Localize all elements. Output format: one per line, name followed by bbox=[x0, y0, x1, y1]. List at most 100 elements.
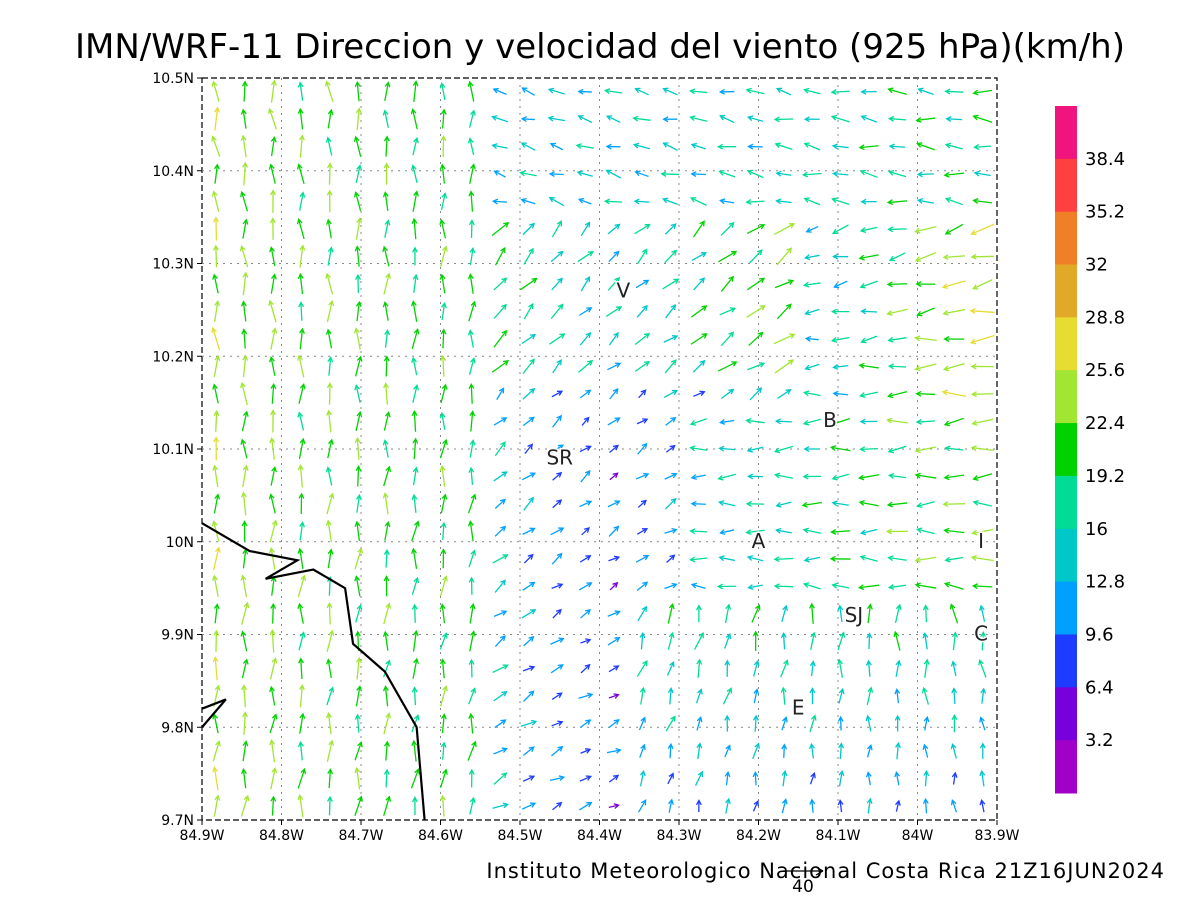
wind-vector bbox=[752, 659, 760, 677]
wind-vector-shaft bbox=[924, 659, 928, 678]
wind-vector bbox=[325, 466, 333, 486]
wind-vector-head bbox=[528, 416, 535, 423]
wind-vector-head bbox=[328, 299, 335, 307]
wind-vector-head bbox=[859, 392, 866, 398]
wind-vector-head bbox=[242, 410, 249, 417]
wind-vector bbox=[269, 657, 278, 680]
wind-vector bbox=[468, 190, 475, 212]
wind-vector bbox=[941, 280, 966, 290]
wind-vector-head bbox=[239, 245, 246, 252]
wind-vector-head bbox=[971, 419, 978, 426]
wind-vector-head bbox=[502, 360, 510, 366]
wind-vector bbox=[579, 307, 593, 316]
wind-vector-shaft bbox=[522, 388, 535, 400]
wind-vector-head bbox=[468, 658, 475, 665]
wind-vector-shaft bbox=[917, 528, 935, 535]
x-tick-label: 84.7W bbox=[338, 828, 383, 844]
wind-vector-head bbox=[271, 657, 278, 664]
wind-vector-shaft bbox=[441, 274, 446, 294]
wind-vector-head bbox=[354, 384, 361, 391]
wind-vector bbox=[326, 712, 332, 735]
wind-vector bbox=[662, 278, 680, 290]
wind-vector-head bbox=[916, 502, 923, 509]
wind-vector-head bbox=[923, 658, 930, 665]
wind-vector bbox=[383, 135, 390, 157]
place-label: V bbox=[617, 278, 631, 302]
wind-vector-head bbox=[724, 659, 731, 666]
wind-vector-head bbox=[327, 108, 334, 115]
wind-vector-shaft bbox=[243, 329, 246, 349]
wind-vector bbox=[746, 224, 766, 234]
wind-vector-head bbox=[726, 687, 733, 694]
wind-vector bbox=[667, 742, 674, 759]
wind-vector-head bbox=[753, 688, 760, 695]
wind-vector-head bbox=[804, 364, 811, 371]
wind-vector bbox=[469, 439, 476, 458]
wind-vector-shaft bbox=[832, 584, 850, 589]
wind-vector bbox=[439, 603, 446, 624]
wind-vector-shaft bbox=[241, 602, 249, 625]
wind-vector-shaft bbox=[609, 472, 618, 481]
wind-vector-head bbox=[922, 632, 929, 639]
wind-vector-shaft bbox=[271, 796, 275, 816]
wind-vector-shaft bbox=[945, 198, 963, 206]
wind-vector-head bbox=[327, 356, 334, 363]
wind-vector-head bbox=[773, 116, 780, 123]
wind-vector-head bbox=[411, 217, 418, 224]
wind-vector-shaft bbox=[214, 465, 219, 488]
wind-vector-head bbox=[324, 80, 331, 87]
wind-vector-head bbox=[501, 417, 508, 423]
wind-vector-head bbox=[529, 358, 535, 365]
wind-vector bbox=[551, 220, 563, 238]
wind-vector-head bbox=[942, 309, 949, 316]
wind-vector-shaft bbox=[663, 88, 678, 96]
wind-vector-shaft bbox=[783, 744, 785, 758]
wind-vector bbox=[548, 171, 564, 178]
wind-vector-head bbox=[672, 335, 679, 341]
wind-vector bbox=[914, 446, 937, 454]
wind-vector-head bbox=[269, 629, 276, 636]
wind-vector-head bbox=[745, 198, 752, 205]
wind-vector-head bbox=[944, 88, 951, 95]
wind-vector-shaft bbox=[774, 557, 794, 560]
y-tick-label: 9.8N bbox=[161, 720, 194, 736]
wind-vector-shaft bbox=[608, 774, 619, 783]
wind-vector-head bbox=[501, 329, 508, 336]
wind-vector bbox=[327, 108, 334, 129]
wind-vector-shaft bbox=[355, 412, 361, 431]
wind-vector-head bbox=[413, 384, 419, 391]
wind-vector-shaft bbox=[781, 605, 787, 622]
wind-vector-head bbox=[214, 300, 221, 307]
wind-vector-head bbox=[353, 135, 360, 142]
wind-vector bbox=[636, 528, 649, 535]
wind-vector-head bbox=[775, 198, 782, 205]
wind-vector-shaft bbox=[356, 658, 360, 680]
wind-vector bbox=[298, 631, 306, 651]
wind-vector-shaft bbox=[972, 279, 993, 290]
wind-vector-head bbox=[803, 197, 810, 203]
wind-vector-head bbox=[885, 528, 893, 535]
wind-vector-shaft bbox=[580, 276, 591, 292]
wind-vector-head bbox=[469, 109, 476, 116]
wind-vector-head bbox=[887, 555, 894, 562]
wind-vector-head bbox=[640, 499, 647, 506]
wind-vector-head bbox=[671, 527, 678, 534]
wind-vector bbox=[580, 469, 591, 483]
wind-vector-head bbox=[690, 500, 697, 507]
wind-vector-head bbox=[943, 527, 950, 534]
wind-vector bbox=[493, 303, 507, 319]
wind-vector-head bbox=[731, 250, 738, 257]
wind-vector-shaft bbox=[803, 172, 822, 176]
wind-vector-shaft bbox=[861, 310, 877, 313]
wind-vector-head bbox=[949, 603, 956, 610]
wind-vector-head bbox=[753, 799, 759, 807]
wind-vector bbox=[972, 198, 993, 204]
wind-vector bbox=[635, 279, 650, 289]
wind-vector bbox=[492, 87, 507, 95]
wind-vector bbox=[547, 115, 565, 122]
wind-vector bbox=[776, 303, 792, 320]
wind-vector bbox=[212, 273, 219, 294]
wind-vector-shaft bbox=[551, 721, 563, 727]
wind-vector bbox=[298, 437, 306, 460]
